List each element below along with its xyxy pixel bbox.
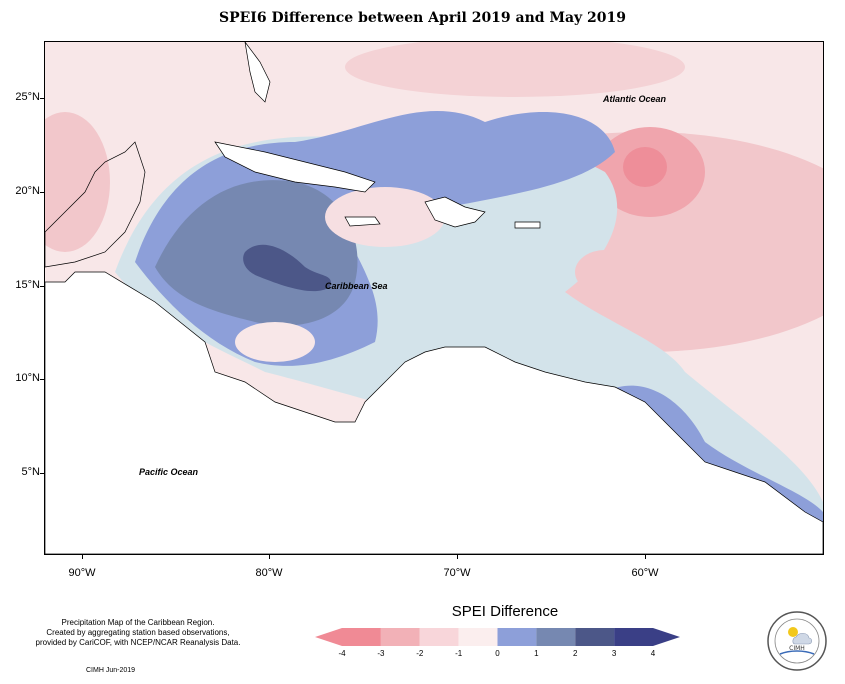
- lat-label-10n: 10°N: [15, 372, 40, 384]
- footer-credit: CIMH Jun-2019: [86, 667, 136, 674]
- legend-tick-label: 1: [534, 649, 539, 658]
- legend-color-box: [575, 628, 615, 646]
- caribbean-sea-label: Caribbean Sea: [325, 281, 388, 291]
- central-pink-patch: [235, 322, 315, 362]
- pacific-ocean-label: Pacific Ocean: [139, 467, 199, 477]
- legend-colorbar: [315, 628, 680, 646]
- legend-tick-label: 3: [611, 649, 617, 658]
- legend-color-box: [458, 628, 498, 646]
- legend-color-box: [614, 628, 653, 646]
- lat-label-20n: 20°N: [15, 185, 40, 197]
- hispaniola: [424, 196, 486, 228]
- lat-label-25n: 25°N: [15, 91, 40, 103]
- legend-color-box: [497, 628, 537, 646]
- sun-icon: [788, 627, 798, 637]
- footer-line-3: provided by CariCOF, with NCEP/NCAR Rean…: [35, 638, 241, 647]
- lon-tick: [457, 554, 458, 559]
- legend-color-box: [536, 628, 576, 646]
- south-america-central-america-land: [45, 271, 823, 554]
- legend-tick-label: -4: [338, 649, 346, 658]
- north-pink-region: [345, 42, 685, 97]
- atlantic-ocean-label: Atlantic Ocean: [603, 94, 667, 104]
- lat-label-15n: 15°N: [15, 279, 40, 291]
- mexico-coastline: [45, 141, 146, 268]
- legend-tick-label: -1: [455, 649, 463, 658]
- atlantic-red-core: [623, 147, 667, 187]
- footer-line-2: Created by aggregating station based obs…: [46, 628, 230, 637]
- lon-label-60w: 60°W: [631, 567, 659, 579]
- lat-tick: [40, 473, 44, 474]
- lat-tick: [40, 379, 44, 380]
- footer-description: Precipitation Map of the Caribbean Regio…: [18, 618, 258, 648]
- legend-tick-label: 0: [495, 649, 500, 658]
- lon-label-80w: 80°W: [255, 567, 283, 579]
- legend-title: SPEI Difference: [451, 603, 559, 620]
- cuba: [214, 141, 376, 193]
- cimh-logo: CIMH: [766, 610, 828, 672]
- legend-tick-label: -3: [377, 649, 385, 658]
- lesser-antilles-pink-patch: [575, 250, 635, 294]
- lat-label-5n: 5°N: [21, 466, 40, 478]
- legend-tick-label: -2: [416, 649, 424, 658]
- lon-tick: [269, 554, 270, 559]
- florida: [244, 42, 271, 103]
- lon-label-70w: 70°W: [443, 567, 471, 579]
- footer-line-1: Precipitation Map of the Caribbean Regio…: [61, 618, 215, 627]
- legend-tick-label: 4: [650, 649, 656, 658]
- puerto-rico: [514, 221, 541, 229]
- mexico-pink-region: [45, 112, 110, 252]
- darkest-blue-core: [243, 244, 331, 292]
- logo-text: CIMH: [789, 645, 805, 652]
- legend-arrow-left: [315, 628, 342, 646]
- lon-tick: [645, 554, 646, 559]
- lon-label-90w: 90°W: [68, 567, 96, 579]
- spei-map: [44, 41, 824, 555]
- jamaica: [344, 216, 381, 227]
- legend-color-box: [342, 628, 381, 646]
- lat-tick: [40, 192, 44, 193]
- legend-tick-label: 2: [573, 649, 578, 658]
- hispaniola-pink-patch: [325, 187, 445, 247]
- wave-icon: [779, 650, 815, 655]
- lon-tick: [82, 554, 83, 559]
- legend-color-box: [380, 628, 420, 646]
- lat-tick: [40, 286, 44, 287]
- lat-tick: [40, 98, 44, 99]
- map-title: SPEI6 Difference between April 2019 and …: [218, 10, 626, 26]
- cloud-icon: [792, 633, 812, 645]
- legend-arrow-right: [653, 628, 680, 646]
- legend-color-box: [419, 628, 459, 646]
